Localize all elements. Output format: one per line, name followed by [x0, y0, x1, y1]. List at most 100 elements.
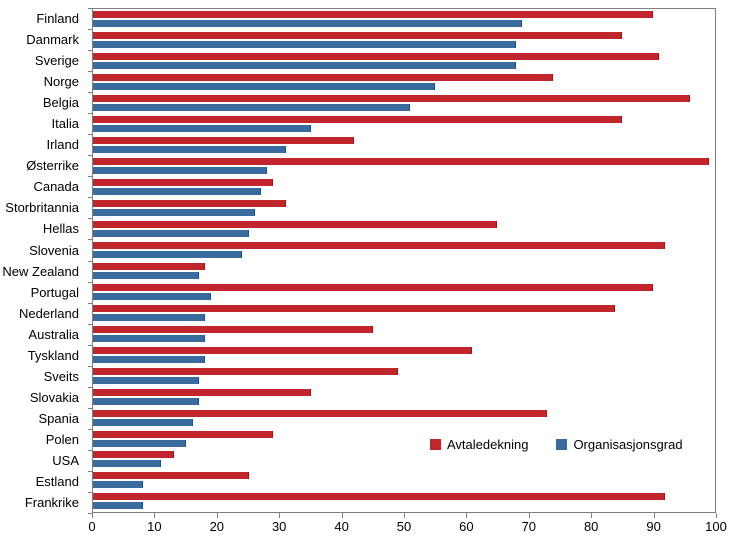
y-label-belgia: Belgia [42, 95, 79, 111]
bar-organisasjonsgrad-hellas [93, 230, 249, 237]
bar-organisasjonsgrad-estland [93, 481, 143, 489]
x-label-20: 20 [209, 519, 225, 534]
bar-organisasjonsgrad-polen [93, 439, 187, 447]
category-row-polen [93, 428, 715, 449]
x-label-90: 90 [646, 519, 661, 534]
legend-label-avtaledekning: Avtaledekning [447, 437, 529, 452]
bar-organisasjonsgrad-norge [93, 83, 436, 91]
category-row-norge [93, 72, 715, 93]
bar-organisasjonsgrad-nederland [93, 313, 205, 321]
y-axis-tick [88, 408, 92, 409]
bar-avtaledekning-spania [93, 409, 548, 417]
y-axis-labels: Finland Danmark Sverige Norge Belgia Italia Ir… [0, 8, 86, 513]
category-row-belgia [93, 93, 715, 114]
y-axis-tick [88, 29, 92, 30]
bar-avtaledekning-belgia [93, 95, 691, 103]
x-axis-tick [716, 513, 717, 518]
legend-item-avtaledekning: Avtaledekning [430, 437, 528, 452]
x-label-60: 60 [459, 519, 474, 534]
bar-avtaledekning-hellas [93, 221, 498, 228]
x-label-30: 30 [271, 519, 287, 534]
category-row-sveits [93, 365, 715, 386]
y-label-danmark: Danmark [26, 32, 79, 48]
y-label-polen: Polen [45, 431, 79, 447]
bar-organisasjonsgrad-slovakia [93, 397, 199, 405]
y-label-estland: Estland [35, 474, 79, 490]
y-label-frankrike: Frankrike [24, 495, 79, 511]
bar-organisasjonsgrad-slovenia [93, 250, 243, 258]
bar-avtaledekning-østerrike [93, 158, 709, 166]
legend-label-organisasjonsgrad: Organisasjonsgrad [573, 437, 683, 452]
y-axis-tick [88, 197, 92, 198]
legend-marker-blue-icon [556, 439, 568, 450]
legend-item-organisasjonsgrad: Organisasjonsgrad [556, 437, 683, 452]
bar-organisasjonsgrad-usa [93, 460, 162, 468]
category-row-australia [93, 323, 715, 344]
y-axis-tick [88, 92, 92, 93]
y-axis-tick [88, 429, 92, 430]
legend: Avtaledekning Organisasjonsgrad [430, 437, 683, 452]
y-axis-tick [88, 50, 92, 51]
x-axis-tick [653, 513, 655, 518]
category-row-nederland [93, 302, 715, 323]
category-row-storbritannia [93, 198, 715, 219]
plot-area [92, 8, 716, 513]
y-axis-tick [88, 324, 92, 325]
bar-avtaledekning-norge [93, 74, 554, 82]
y-axis-tick [88, 282, 92, 283]
y-axis-tick [88, 471, 92, 472]
category-row-irland [93, 135, 715, 156]
bar-avtaledekning-slovenia [93, 241, 666, 249]
bar-organisasjonsgrad-canada [93, 188, 261, 196]
bar-organisasjonsgrad-tyskland [93, 355, 205, 363]
category-row-usa [93, 449, 715, 470]
x-label-50: 50 [396, 519, 412, 534]
x-label-80: 80 [583, 519, 599, 534]
bar-organisasjonsgrad-irland [93, 146, 286, 154]
y-label-sverige: Sverige [34, 53, 79, 69]
x-label-10: 10 [147, 519, 162, 534]
y-label-nederland: Nederland [19, 305, 79, 321]
x-axis-tick [404, 513, 405, 518]
x-axis-tick [591, 513, 593, 518]
bar-organisasjonsgrad-italia [93, 125, 311, 133]
bar-avtaledekning-nederland [93, 304, 616, 312]
bar-avtaledekning-estland [93, 472, 249, 480]
x-axis-tick [528, 513, 530, 518]
bar-avtaledekning-sverige [93, 53, 660, 61]
y-label-usa: USA [52, 453, 79, 468]
y-axis-tick [88, 450, 92, 451]
x-axis-tick [279, 513, 281, 518]
y-label-italia: Italia [51, 116, 79, 132]
y-label-canada: Canada [33, 179, 79, 195]
bar-organisasjonsgrad-danmark [93, 41, 516, 49]
category-row-hellas [93, 219, 715, 240]
y-label-storbritannia: Storbritannia [5, 200, 79, 216]
y-label-slovakia: Slovakia [29, 389, 79, 405]
y-label-spania: Spania [38, 410, 79, 426]
y-label-slovenia: Slovenia [29, 242, 79, 258]
bar-avtaledekning-portugal [93, 283, 653, 291]
bar-avtaledekning-storbritannia [93, 200, 286, 208]
bar-avtaledekning-tyskland [93, 346, 473, 354]
bar-avtaledekning-usa [93, 451, 174, 459]
y-label-australia: Australia [28, 326, 79, 342]
x-axis-tick [341, 513, 343, 518]
bar-organisasjonsgrad-finland [93, 20, 523, 28]
y-axis-tick [88, 513, 92, 514]
category-row-spania [93, 407, 715, 428]
category-row-østerrike [93, 156, 715, 177]
category-row-canada [93, 177, 715, 198]
x-label-70: 70 [521, 519, 537, 534]
x-axis-tick [216, 513, 218, 518]
y-axis-tick [88, 345, 92, 346]
legend-marker-red-icon [430, 439, 441, 450]
category-row-frankrike [93, 491, 715, 512]
bar-organisasjonsgrad-storbritannia [93, 209, 255, 217]
y-axis-tick [88, 387, 92, 388]
bar-avtaledekning-frankrike [93, 493, 666, 501]
y-axis-tick [88, 261, 92, 262]
category-row-slovakia [93, 386, 715, 407]
bar-avtaledekning-australia [93, 325, 373, 333]
